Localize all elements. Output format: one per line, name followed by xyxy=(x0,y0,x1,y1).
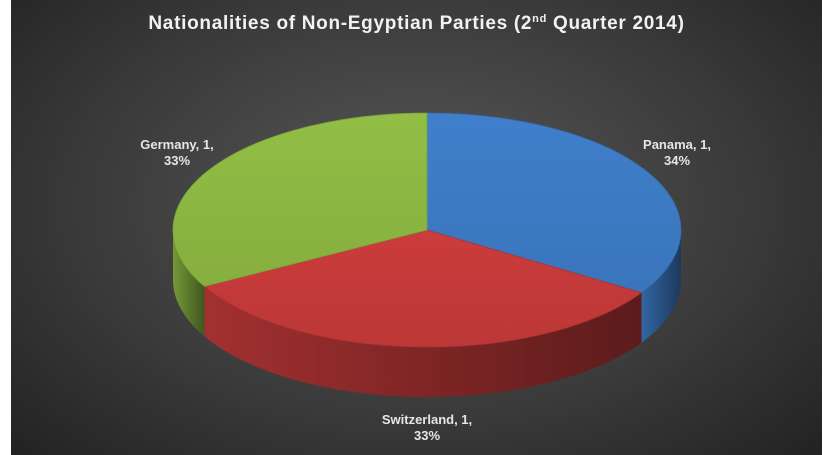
chart-title: Nationalities of Non-Egyptian Parties (2… xyxy=(11,13,822,35)
data-label-panama: Panama, 1, 34% xyxy=(643,137,711,169)
pie-sides xyxy=(173,230,681,397)
data-label-germany-line2: 33% xyxy=(163,153,191,168)
chart-title-tail: Quarter 2014) xyxy=(547,13,685,34)
data-label-panama-line2: 34% xyxy=(663,153,691,168)
data-label-panama-line1: Panama, 1, xyxy=(643,137,711,152)
pie-side-panama xyxy=(641,230,681,343)
pie-slice-switzerland xyxy=(203,229,643,348)
data-label-germany-line1: Germany, 1, xyxy=(140,137,214,152)
pie-slice-panama xyxy=(426,112,682,294)
pie-slice-germany xyxy=(172,112,428,287)
data-label-switzerland-line2: 33% xyxy=(413,428,441,443)
data-label-germany: Germany, 1, 33% xyxy=(140,137,213,169)
pie-side-switzerland xyxy=(204,286,642,397)
chart-title-superscript: nd xyxy=(532,13,548,25)
chart-title-main: Nationalities of Non-Egyptian Parties (2 xyxy=(148,13,533,34)
pie-tops xyxy=(172,112,682,348)
data-label-switzerland-line1: Switzerland, 1, xyxy=(381,412,473,427)
pie-side-germany xyxy=(173,230,205,337)
data-label-switzerland: Switzerland, 1, 33% xyxy=(382,412,472,444)
